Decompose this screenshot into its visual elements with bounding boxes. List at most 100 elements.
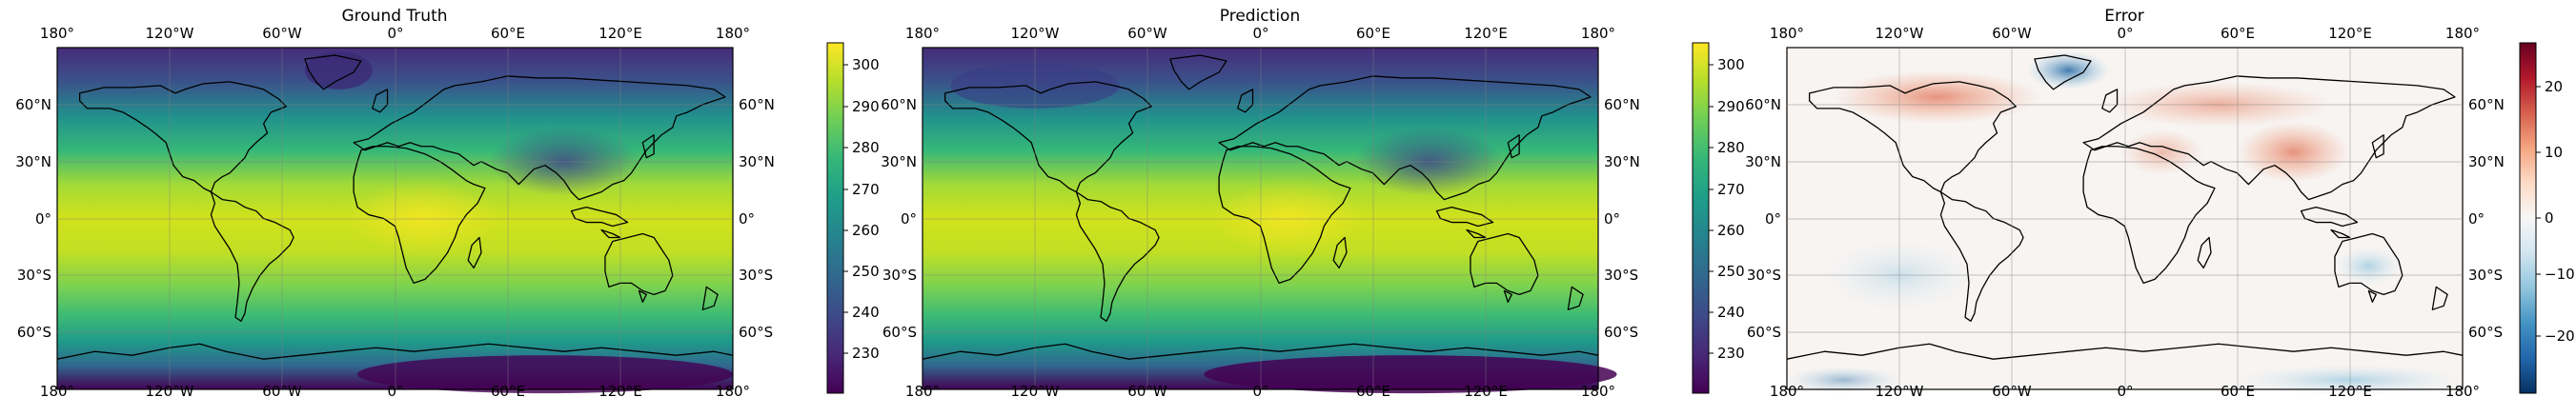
lon-tick-label: 180°	[2445, 383, 2480, 397]
lon-tick-label: 0°	[1252, 383, 1268, 397]
lon-tick-label: 180°	[905, 25, 940, 42]
lon-tick-label: 60°E	[2221, 383, 2255, 397]
colorbar-ticks: 300 290 280 270 260 250 240 230	[843, 56, 880, 362]
lon-tick-label: 120°W	[1876, 383, 1924, 397]
lat-tick-label: 30°S	[1604, 267, 1638, 284]
lon-tick-label: 60°E	[491, 25, 525, 42]
colorbar-tick-label: 290	[1717, 98, 1745, 115]
lon-labels-bottom: 180° 120°W 60°W 0° 60°E 120°E 180°	[1770, 383, 2480, 397]
lon-tick-label: 60°W	[262, 25, 302, 42]
colorbar-tick-label: 10	[2545, 144, 2563, 161]
colorbar-tick-label: 280	[1717, 139, 1745, 156]
gridlines	[923, 48, 1598, 389]
lon-tick-label: 180°	[40, 383, 74, 397]
lat-labels-right: 60°N 30°N 0° 30°S 60°S	[2468, 96, 2505, 341]
colorbar-tick-label: 230	[1717, 345, 1745, 362]
lon-tick-label: 0°	[2117, 383, 2133, 397]
lat-tick-label: 0°	[1604, 210, 1620, 228]
lon-tick-label: 120°E	[1464, 25, 1508, 42]
lat-tick-label: 60°N	[1745, 96, 1781, 113]
colorbar-error: 20 10 0 −10 −20	[2519, 42, 2575, 394]
lon-tick-label: 180°	[1581, 25, 1615, 42]
lat-tick-label: 0°	[1765, 210, 1781, 228]
lon-tick-label: 60°W	[1127, 25, 1167, 42]
lat-tick-label: 30°N	[739, 153, 775, 170]
colorbar-tick-label: 270	[1717, 181, 1745, 198]
lat-tick-label: 60°S	[17, 324, 51, 341]
lon-labels-top: 180° 120°W 60°W 0° 60°E 120°E 180°	[1770, 25, 2480, 42]
lat-tick-label: 30°S	[17, 267, 51, 284]
lat-labels-left: 60°N 30°N 0° 30°S 60°S	[15, 96, 51, 341]
lon-tick-label: 60°E	[491, 383, 525, 397]
lon-tick-label: 120°E	[598, 25, 642, 42]
lon-tick-label: 180°	[1770, 25, 1804, 42]
lon-tick-label: 0°	[1252, 25, 1268, 42]
colorbar-tick-label: 270	[852, 181, 880, 198]
map-field	[921, 48, 1617, 394]
lat-labels-right: 60°N 30°N 0° 30°S 60°S	[739, 96, 775, 341]
lat-tick-label: 30°S	[1747, 267, 1781, 284]
lat-labels-left: 60°N 30°N 0° 30°S 60°S	[881, 96, 917, 341]
lon-tick-label: 0°	[387, 25, 403, 42]
colorbar-tick-label: 260	[852, 222, 880, 239]
panel-error: Error 180° 120°W 60°W 0°	[1745, 7, 2505, 397]
lon-tick-label: 60°W	[1992, 25, 2032, 42]
colorbar-ticks: 20 10 0 −10 −20	[2536, 78, 2575, 345]
lon-tick-label: 60°W	[1992, 383, 2032, 397]
lon-tick-label: 120°W	[1876, 25, 1924, 42]
lon-tick-label: 0°	[387, 383, 403, 397]
lat-tick-label: 30°N	[1604, 153, 1640, 170]
lon-tick-label: 60°E	[1356, 25, 1390, 42]
panel-prediction: Prediction 180° 120°W 60°W 0° 60°E 120°E…	[881, 7, 1640, 397]
map-frame	[1786, 47, 2464, 390]
lon-tick-label: 120°E	[598, 383, 642, 397]
lat-tick-label: 60°N	[1604, 96, 1640, 113]
colorbar-bar	[1692, 42, 1710, 394]
lon-tick-label: 60°W	[1127, 383, 1167, 397]
colorbar-tick-label: 250	[852, 263, 880, 280]
lon-tick-label: 180°	[40, 25, 74, 42]
lon-tick-label: 180°	[2445, 25, 2480, 42]
lon-tick-label: 120°W	[1011, 383, 1060, 397]
lon-tick-label: 120°E	[2328, 383, 2372, 397]
lon-labels-bottom: 180° 120°W 60°W 0° 60°E 120°E 180°	[905, 383, 1615, 397]
colorbar-tick-label: 20	[2545, 78, 2563, 95]
lon-tick-label: 120°E	[2328, 25, 2372, 42]
lat-tick-label: 30°S	[2468, 267, 2503, 284]
lon-tick-label: 60°E	[1356, 383, 1390, 397]
colorbar-ticks: 300 290 280 270 260 250 240 230	[1709, 56, 1745, 362]
lat-tick-label: 30°N	[1745, 153, 1781, 170]
colorbar-tick-label: 290	[852, 98, 880, 115]
colorbar-prediction: 300 290 280 270 260 250 240 230	[1692, 42, 1745, 394]
lat-tick-label: 0°	[901, 210, 917, 228]
map-field	[1785, 48, 2464, 396]
lon-tick-label: 180°	[716, 383, 750, 397]
lat-tick-label: 0°	[2468, 210, 2485, 228]
colorbar-tick-label: 0	[2545, 209, 2554, 227]
gridlines	[1787, 48, 2463, 389]
lon-tick-label: 180°	[716, 25, 750, 42]
lon-labels-top: 180° 120°W 60°W 0° 60°E 120°E 180°	[905, 25, 1615, 42]
lat-labels-left: 60°N 30°N 0° 30°S 60°S	[1745, 96, 1781, 341]
colorbar-tick-label: −20	[2545, 328, 2575, 345]
lat-tick-label: 60°N	[881, 96, 917, 113]
colorbar-bar	[2519, 42, 2537, 394]
panel-title: Ground Truth	[341, 7, 447, 26]
gridlines	[57, 48, 733, 389]
panel-title: Prediction	[1220, 7, 1300, 26]
lon-tick-label: 0°	[2117, 25, 2133, 42]
lat-tick-label: 60°N	[15, 96, 51, 113]
lon-tick-label: 180°	[1770, 383, 1804, 397]
colorbar-tick-label: 260	[1717, 222, 1745, 239]
map-field	[55, 48, 735, 394]
colorbar-ground-truth: 300 290 280 270 260 250 240 230	[826, 42, 880, 394]
colorbar-tick-label: 240	[852, 304, 880, 321]
colorbar-tick-label: 300	[1717, 56, 1745, 73]
lon-tick-label: 120°W	[1011, 25, 1060, 42]
lon-tick-label: 120°W	[146, 383, 194, 397]
lat-tick-label: 60°S	[1604, 324, 1638, 341]
colorbar-tick-label: 240	[1717, 304, 1745, 321]
map-frame	[56, 47, 734, 390]
lat-tick-label: 60°S	[739, 324, 773, 341]
